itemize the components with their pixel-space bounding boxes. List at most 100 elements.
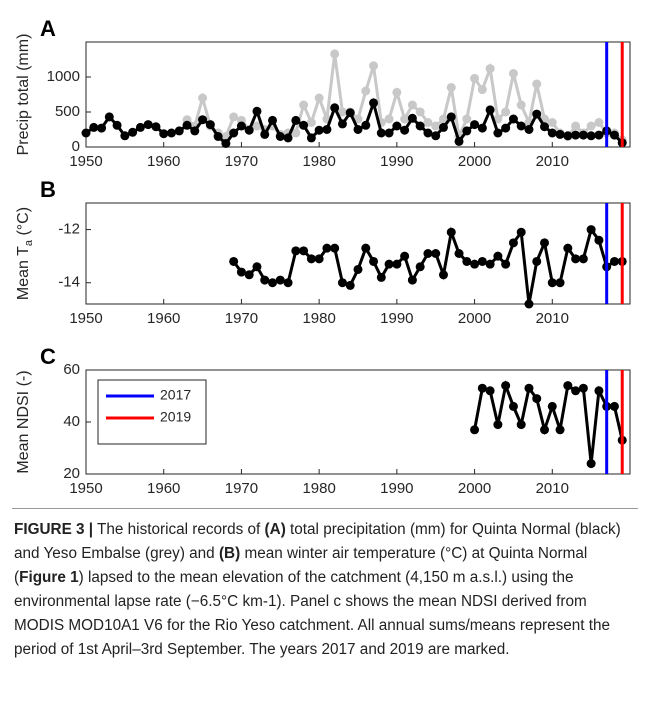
data-point [369,98,379,108]
data-point [291,128,301,138]
legend-box [97,379,207,445]
data-point [236,121,246,131]
data-point [462,126,472,136]
y-axis-label-text: Mean NDSI (-) [15,370,32,473]
data-point [586,121,596,131]
data-point [299,120,309,130]
data-point [470,425,480,435]
y-axis-label: Mean NDSI (-) [15,370,32,473]
data-point [330,103,340,113]
y-tick-label: 60 [63,361,80,378]
data-point [314,93,324,103]
data-point [446,112,456,122]
separator [12,508,638,509]
data-point [547,118,557,127]
x-tick-label: 2010 [536,310,569,327]
y-tick-label: 500 [55,103,80,120]
data-point [236,267,246,277]
data-point [532,79,542,89]
data-point [485,386,495,396]
data-point [547,128,557,138]
data-point [299,246,309,256]
y-tick-label: -12 [58,221,80,238]
data-point [446,227,456,237]
data-point [555,425,565,435]
data-point [322,243,332,253]
data-point [205,120,215,130]
data-point [407,113,417,123]
data-point [438,114,448,124]
caption-run: (B) [218,545,241,562]
data-point [306,118,316,127]
data-point [322,125,332,134]
data-point [431,131,441,141]
x-tick-label: 1960 [147,153,180,170]
data-point [104,112,114,122]
data-point [516,100,526,110]
data-point [353,264,363,274]
data-point [361,120,371,130]
data-point [508,69,518,78]
data-point [407,100,417,110]
data-point [384,259,394,269]
data-point [578,383,588,393]
data-point [268,115,278,125]
data-point [563,131,573,141]
data-point [376,272,386,282]
data-point [470,259,480,269]
data-point [337,107,347,117]
x-tick-label: 1970 [225,310,258,327]
data-point [369,256,379,266]
x-tick-label: 1950 [69,480,102,497]
panel-label: B [40,177,56,202]
data-point [586,225,596,235]
data-point [524,299,534,309]
data-point [89,122,99,132]
data-point [501,259,511,269]
data-point [454,249,464,258]
x-tick-label: 2000 [458,480,491,497]
data-point [143,120,153,130]
x-tick-label: 1970 [225,480,258,497]
legend-label: 2017 [160,387,191,403]
data-point [291,246,301,256]
data-point [120,131,130,141]
x-tick-label: 1980 [302,310,335,327]
data-point [609,401,619,411]
data-point [400,114,410,124]
y-tick-label: 20 [63,465,80,482]
data-point [470,73,480,83]
x-tick-label: 1950 [69,310,102,327]
data-point [485,259,495,269]
data-point [501,123,511,133]
data-point [571,130,581,140]
data-point [314,254,324,264]
data-point [407,275,417,285]
panel-label: C [40,344,56,369]
data-point [159,129,169,139]
data-point [594,386,604,396]
data-point [275,275,285,285]
data-point [423,118,433,127]
data-point [563,381,573,391]
data-point [361,243,371,253]
data-point [229,128,239,138]
data-point [438,270,448,280]
data-point [477,85,487,95]
data-point [493,114,503,124]
data-point [578,254,588,264]
data-point [462,256,472,266]
data-point [423,128,433,138]
x-tick-label: 2000 [458,153,491,170]
x-tick-label: 1960 [147,480,180,497]
panel-label: A [40,16,56,41]
data-point [345,108,355,118]
data-point [609,256,619,266]
data-point [81,128,91,138]
axes-box [85,41,631,148]
data-point [314,125,324,135]
data-point [547,278,557,288]
data-point [415,107,425,117]
x-tick-label: 2000 [458,310,491,327]
data-point [477,383,487,393]
